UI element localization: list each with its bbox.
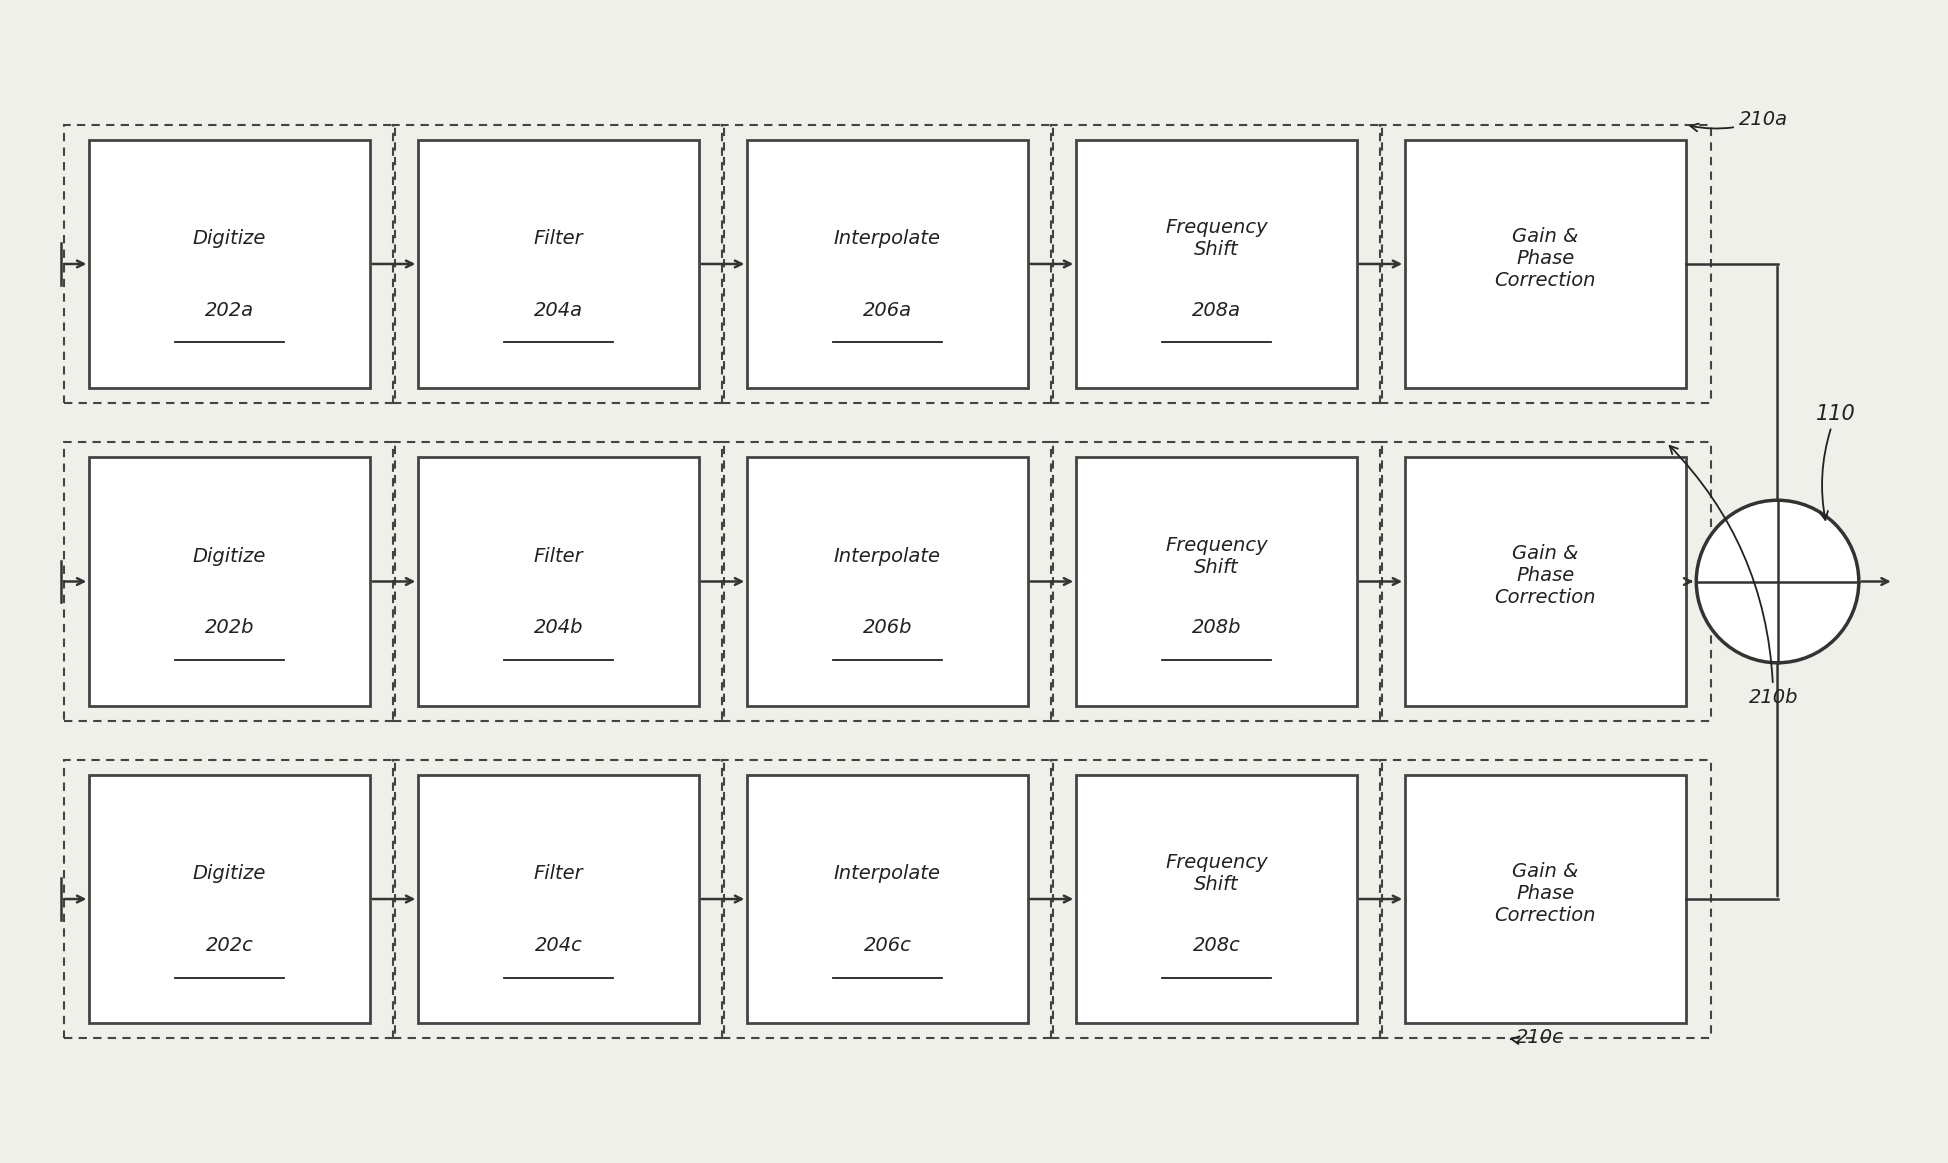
Text: 202a: 202a (205, 301, 253, 320)
Text: 208b: 208b (1190, 619, 1241, 637)
Text: 206b: 206b (863, 619, 912, 637)
Text: 206a: 206a (863, 301, 912, 320)
Text: 210c: 210c (1510, 1028, 1564, 1048)
Bar (1050, 759, 1381, 1039)
Text: Digitize: Digitize (193, 864, 267, 883)
Bar (64, 759, 395, 1039)
Text: 202c: 202c (205, 936, 253, 955)
Text: 204b: 204b (534, 619, 582, 637)
Bar (1405, 457, 1685, 706)
Text: Frequency
Shift: Frequency Shift (1165, 854, 1266, 894)
Text: Gain &
Phase
Correction: Gain & Phase Correction (1494, 862, 1595, 925)
Text: Gain &
Phase
Correction: Gain & Phase Correction (1494, 227, 1595, 290)
Bar (90, 775, 370, 1023)
Bar (393, 124, 723, 404)
Text: 204c: 204c (534, 936, 582, 955)
Bar (1379, 759, 1710, 1039)
Text: Filter: Filter (534, 547, 582, 565)
Bar (1075, 775, 1356, 1023)
Bar (721, 759, 1052, 1039)
Bar (1075, 457, 1356, 706)
Bar (746, 775, 1027, 1023)
Text: Frequency
Shift: Frequency Shift (1165, 536, 1266, 577)
Bar (393, 759, 723, 1039)
Bar (419, 140, 699, 388)
Bar (1379, 124, 1710, 404)
Ellipse shape (1695, 500, 1858, 663)
Bar (64, 124, 395, 404)
Text: 210a: 210a (1689, 110, 1786, 131)
Text: Frequency
Shift: Frequency Shift (1165, 219, 1266, 259)
Text: Filter: Filter (534, 864, 582, 883)
Text: 202b: 202b (205, 619, 253, 637)
Text: 210b: 210b (1669, 445, 1798, 707)
Bar (1405, 775, 1685, 1023)
Bar (1050, 442, 1381, 721)
Text: 208c: 208c (1192, 936, 1239, 955)
Bar (1050, 124, 1381, 404)
Bar (419, 457, 699, 706)
Text: Gain &
Phase
Correction: Gain & Phase Correction (1494, 544, 1595, 607)
Bar (419, 775, 699, 1023)
Bar (1405, 140, 1685, 388)
Bar (721, 124, 1052, 404)
Text: Filter: Filter (534, 229, 582, 248)
Bar (90, 457, 370, 706)
Bar (64, 442, 395, 721)
Text: Digitize: Digitize (193, 547, 267, 565)
Text: Interpolate: Interpolate (834, 229, 941, 248)
Text: Interpolate: Interpolate (834, 864, 941, 883)
Text: 208a: 208a (1192, 301, 1241, 320)
Bar (1075, 140, 1356, 388)
Text: Digitize: Digitize (193, 229, 267, 248)
Bar (721, 442, 1052, 721)
Bar (746, 140, 1027, 388)
Text: 110: 110 (1816, 404, 1854, 520)
Bar (90, 140, 370, 388)
Bar (1379, 442, 1710, 721)
Text: 204a: 204a (534, 301, 582, 320)
Text: Interpolate: Interpolate (834, 547, 941, 565)
Bar (393, 442, 723, 721)
Bar (746, 457, 1027, 706)
Text: 206c: 206c (863, 936, 912, 955)
